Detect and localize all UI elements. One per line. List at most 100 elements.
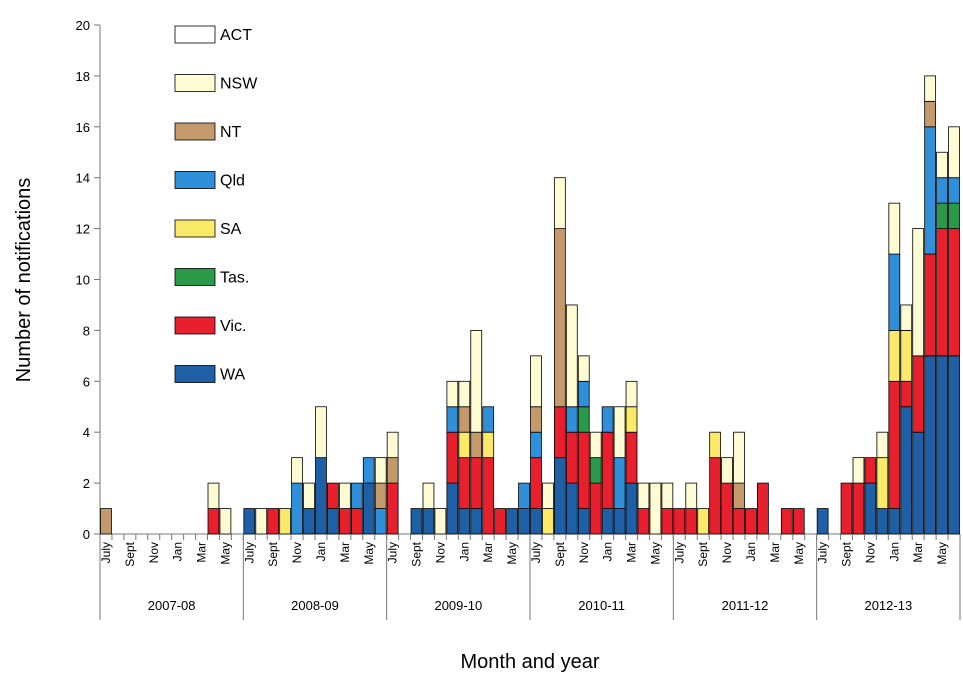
bar-segment [338,508,351,535]
group-label: 2010-11 [578,598,625,613]
x-tick-label: Mar [338,542,352,563]
bar-segment [577,406,590,433]
x-tick-label: Sept [410,541,424,566]
bar-segment [577,380,590,408]
bar-segment [494,508,507,535]
bar-segment [553,457,566,535]
bar-segment [721,482,733,535]
bar-segment [482,431,495,459]
bar-segment [458,380,471,408]
bar-segment [303,482,315,509]
y-tick-label: 0 [83,527,90,542]
group-label: 2007-08 [148,598,196,613]
x-tick-label: May [218,542,232,565]
x-tick-label: Sept [840,541,854,566]
x-tick-label: July [816,542,830,563]
bar-segment [530,406,542,433]
bar-segment [542,508,554,535]
legend-swatch [174,316,216,335]
legend-swatch [174,268,216,286]
x-tick-label: Jan [457,542,471,561]
y-tick-label: 18 [76,69,90,84]
bar-segment [900,304,913,331]
group-label: 2008-09 [291,598,339,613]
bar-segment [924,75,937,102]
bar-segment [518,482,530,509]
bar-segment [589,431,602,459]
bar-segment [900,406,913,535]
bar-segment [888,253,901,331]
bar-segment [912,431,925,535]
bar-segment [733,508,745,535]
bar-segment [948,177,960,204]
y-tick-label: 2 [83,476,90,491]
bar-segment [613,508,626,535]
bar-segment [422,482,435,509]
x-tick-label: Sept [696,541,710,566]
bar-segment [948,126,960,179]
y-tick-label: 4 [83,425,90,440]
bar-segment [876,431,889,459]
bar-segment [207,482,220,509]
bar-segment [948,355,960,535]
bar-segment [565,431,578,484]
bar-segment [816,508,829,535]
bar-segment [733,482,745,509]
bar-segment [530,355,542,408]
bar-segment [374,482,387,509]
x-tick-label: Sept [553,541,567,566]
bar-segment [912,355,925,433]
x-tick-label: Nov [720,542,734,563]
x-tick-label: Jan [744,542,758,561]
bar-segment [721,457,733,484]
x-tick-label: July [99,542,113,563]
group-label: 2012-13 [864,598,912,613]
bar-segment [888,508,901,535]
bar-segment [291,457,303,484]
bar-segment [792,508,805,535]
x-tick-label: Mar [195,542,209,563]
x-tick-label: May [648,542,662,565]
bar-segment [625,431,638,484]
x-tick-label: Mar [481,542,495,563]
bar-segment [470,329,483,433]
x-tick-label: Nov [577,542,591,563]
bar-segment [900,380,913,408]
bar-segment [470,431,483,459]
bar-segment [362,457,375,484]
bar-segment [577,355,590,382]
x-tick-label: Sept [266,541,280,566]
bar-segment [936,355,948,535]
bar-segment [661,482,674,509]
x-tick-label: Nov [863,542,877,563]
bar-segment [470,508,483,535]
bar-segment [936,151,948,179]
legend-swatch [174,25,216,44]
bar-segment [948,202,960,229]
bar-segment [374,508,387,535]
bar-segment [613,406,626,459]
legend-label: Tas. [220,270,249,287]
bar-segment [327,508,339,535]
bar-segment [601,431,614,509]
bar-segment [458,508,471,535]
bar-segment [625,482,638,535]
legend-label: Vic. [220,318,246,335]
y-tick-label: 6 [83,374,90,389]
bar-segment [625,406,638,433]
bar-segment [374,457,387,484]
bar-segment [649,482,662,535]
bar-segment [852,457,865,484]
bar-segment [864,482,877,535]
bar-segment [446,406,459,433]
bar-segment [553,177,566,229]
x-tick-label: July [386,542,400,563]
bar-segment [362,482,375,535]
bar-segment [542,482,554,509]
legend-swatch [174,171,216,189]
bar-segment [446,431,459,484]
legend-swatch [174,219,216,238]
y-axis-title: Number of notifications [13,178,35,383]
bar-segment [410,508,423,535]
bar-segment [553,228,566,408]
